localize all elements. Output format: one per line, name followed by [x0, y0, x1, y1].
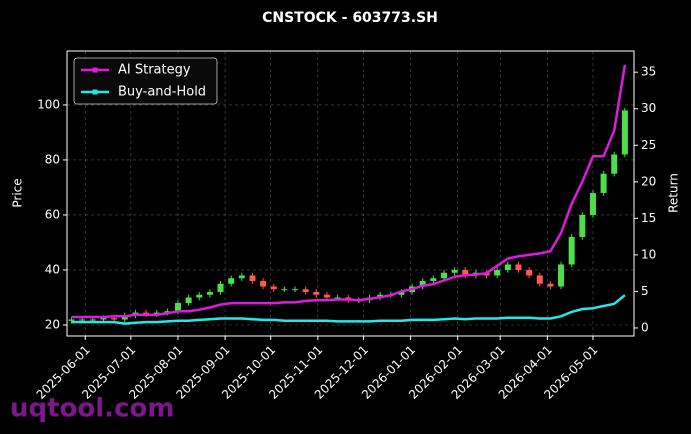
candle-body: [100, 318, 107, 320]
candle-body: [579, 214, 586, 237]
candle-body: [228, 278, 235, 284]
candle-body: [302, 289, 309, 292]
candle-body: [206, 291, 213, 295]
y2-tick-label: 35: [641, 65, 656, 79]
series-line: [71, 294, 626, 325]
y-tick-label: 100: [37, 97, 60, 111]
candle-body: [547, 283, 554, 287]
candle-body: [494, 269, 501, 276]
y-tick-label: 40: [45, 262, 60, 276]
candle-body: [153, 312, 160, 314]
candle-body: [217, 283, 224, 292]
watermark: uqtool.com: [10, 394, 174, 424]
y-tick-label: 80: [45, 152, 60, 166]
candle-body: [558, 264, 565, 287]
candle-body: [292, 289, 299, 291]
candle-body: [526, 269, 533, 276]
y2-tick-label: 15: [641, 211, 656, 225]
candle-body: [89, 319, 96, 321]
plot-frame: [66, 50, 635, 337]
y2-tick-label: 20: [641, 174, 656, 188]
candle-body: [440, 272, 447, 279]
legend-label: Buy-and-Hold: [118, 85, 206, 100]
y-tick-label: 60: [45, 207, 60, 221]
candle-body: [515, 264, 522, 270]
candle-body: [462, 269, 469, 276]
candle-body: [164, 311, 171, 313]
candle-body: [504, 264, 511, 270]
candle-body: [611, 154, 618, 174]
y2-axis-label: Return: [667, 173, 681, 213]
y2-tick-label: 10: [641, 247, 656, 261]
candle-body: [313, 291, 320, 295]
y2-tick-label: 0: [641, 320, 649, 334]
candle-body: [79, 319, 86, 321]
candle-body: [419, 280, 426, 287]
y-axis-label: Price: [11, 178, 25, 207]
candle-body: [398, 291, 405, 295]
series-line: [71, 64, 627, 319]
chart-title: CNSTOCK - 603773.SH: [262, 10, 438, 26]
candle-body: [281, 289, 288, 291]
legend-label: AI Strategy: [118, 63, 191, 78]
candle-body: [260, 280, 267, 287]
legend-marker: [92, 67, 98, 73]
candle-body: [323, 294, 330, 298]
candle-body: [536, 275, 543, 284]
candle-body: [430, 278, 437, 281]
candle-body: [238, 275, 245, 279]
legend-marker: [92, 89, 98, 95]
legend-box: [73, 57, 218, 105]
candle-body: [249, 275, 256, 281]
candle-body: [334, 297, 341, 299]
y-tick-label: 20: [45, 317, 60, 331]
y2-tick-label: 5: [641, 284, 649, 298]
candle-body: [270, 286, 277, 290]
candle-body: [143, 312, 150, 314]
candle-body: [589, 192, 596, 215]
y2-tick-label: 30: [641, 101, 656, 115]
candle-body: [185, 297, 192, 303]
candle-body: [568, 236, 575, 265]
y2-tick-label: 25: [641, 138, 656, 152]
candle-body: [111, 318, 118, 320]
candle-body: [600, 173, 607, 193]
candle-body: [621, 110, 628, 155]
candle-body: [451, 269, 458, 273]
candle-body: [68, 319, 75, 321]
candle-body: [196, 294, 203, 298]
candle-body: [174, 302, 181, 312]
